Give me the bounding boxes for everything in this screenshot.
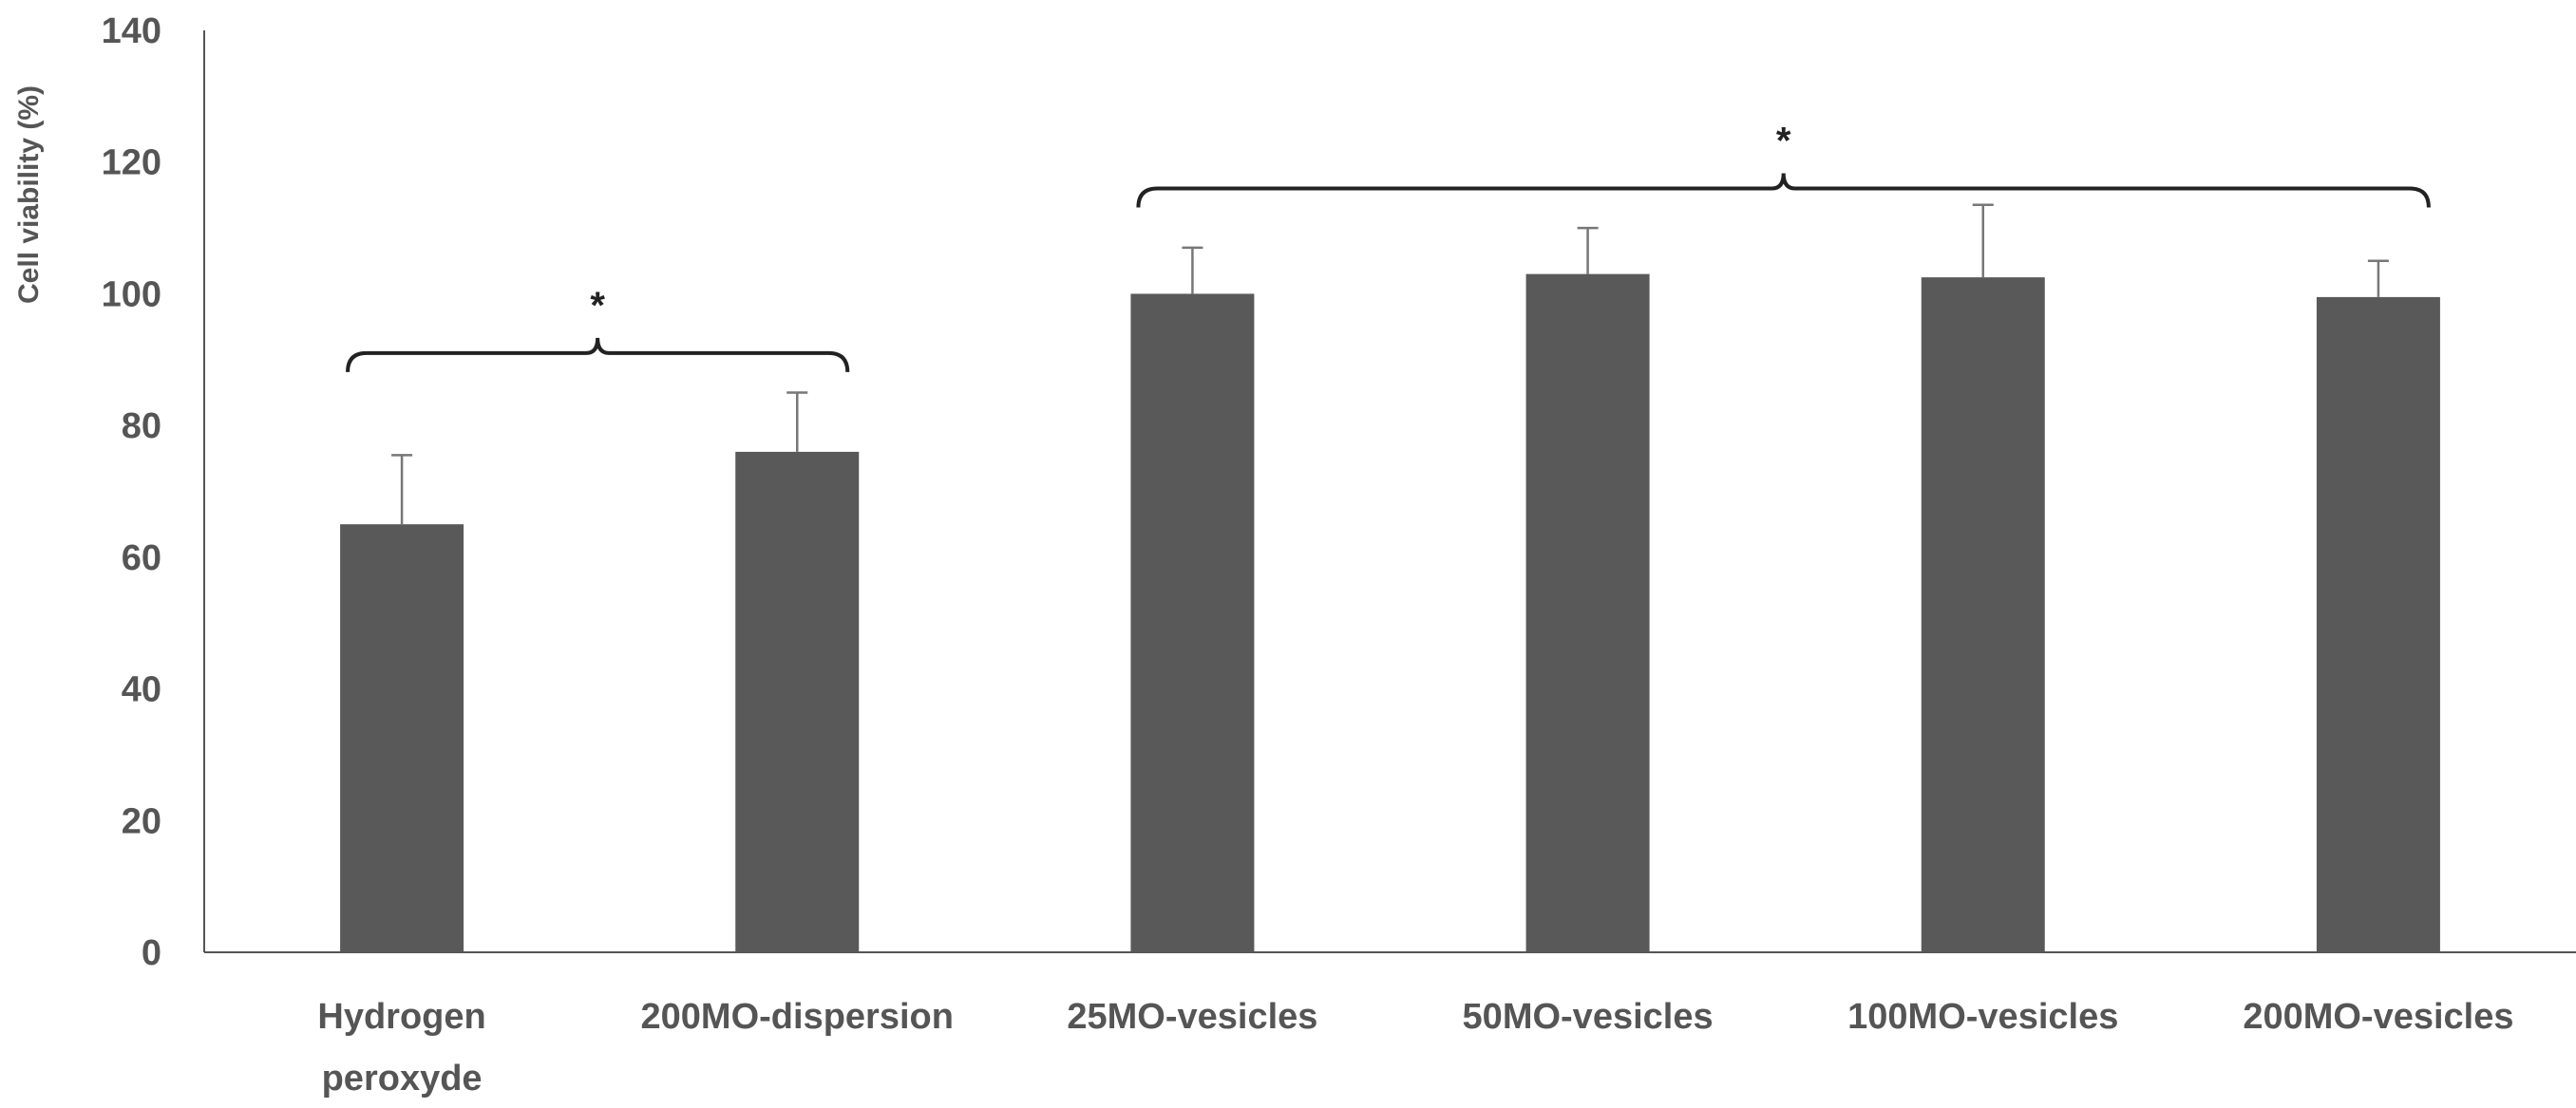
x-tick-label: 50MO-vesicles (1463, 997, 1714, 1037)
y-tick-label: 20 (122, 801, 161, 841)
x-tick-label: 25MO-vesicles (1067, 997, 1317, 1037)
significance-bracket (346, 337, 850, 372)
x-tick-label: Hydrogen (317, 997, 485, 1037)
bar (1921, 277, 2045, 952)
x-tick-label: 200MO-dispersion (641, 997, 954, 1037)
y-tick-label: 100 (102, 274, 161, 314)
y-tick-label: 0 (142, 933, 161, 973)
bar (1525, 273, 1650, 952)
y-tick-label: 40 (122, 670, 161, 710)
significance-bracket (1136, 173, 2431, 208)
y-tick-label: 80 (122, 406, 161, 446)
labels-layer: 0 20 40 60 80 100 120 140 Hydrogen peroxyde 200MO-… (102, 11, 2514, 1099)
y-axis-label: Cell viability (%) (13, 85, 45, 304)
bar (340, 524, 464, 952)
bar (1130, 293, 1255, 952)
x-tick-label: 100MO-vesicles (1847, 997, 2118, 1037)
y-tick-label: 60 (122, 538, 161, 578)
bar (735, 451, 860, 952)
x-tick-label: 200MO-vesicles (2243, 997, 2513, 1037)
x-tick-label: peroxyde (322, 1059, 483, 1099)
y-tick-label: 140 (102, 11, 161, 51)
bars-layer (340, 203, 2440, 952)
significance-star: * (1776, 120, 1791, 161)
axes-layer (203, 30, 2576, 953)
significance-layer: ** (346, 120, 2431, 372)
bar (2316, 296, 2440, 952)
y-tick-label: 120 (102, 143, 161, 183)
significance-star: * (590, 285, 605, 327)
